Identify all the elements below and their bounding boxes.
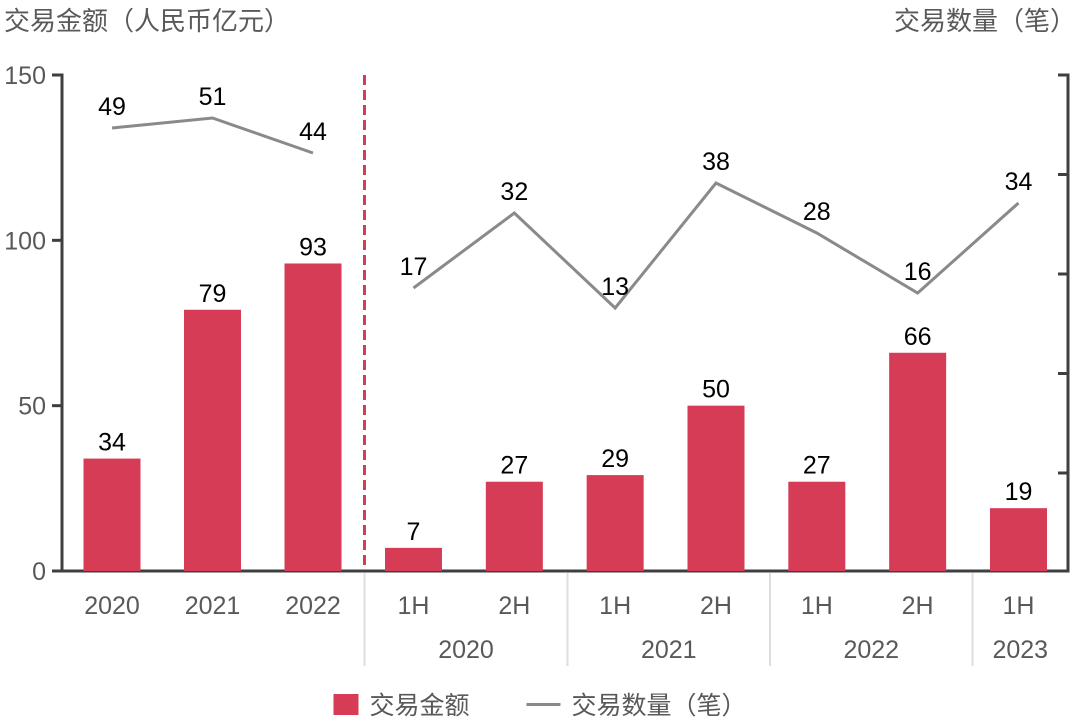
y-axis-left-tick-label: 100	[4, 227, 46, 255]
bar	[687, 405, 745, 571]
x-axis-group-label: 2020	[438, 636, 494, 664]
line-value-label: 16	[904, 258, 932, 286]
count-line	[111, 116, 314, 155]
line-value-label: 28	[803, 198, 831, 226]
y-axis-left-tick-label: 0	[32, 558, 46, 586]
bar-value-label: 27	[500, 452, 528, 480]
bar-legend-swatch	[333, 693, 359, 715]
combo-chart: 150 100 50 0 34 79 93 7 27 29 50 27 66 19 49 51 44 17 32 13…	[4, 62, 1070, 666]
x-axis-label: 2H	[498, 592, 530, 620]
x-axis-label: 1H	[801, 592, 833, 620]
line-legend-label: 交易数量（笔）	[571, 692, 747, 717]
bar-value-label: 29	[601, 445, 629, 473]
bar-value-label: 19	[1005, 478, 1033, 506]
x-axis-group-label: 2021	[641, 636, 697, 664]
bar	[788, 481, 846, 571]
x-axis-group-label: 2023	[992, 636, 1048, 664]
bar	[889, 352, 947, 571]
x-axis-group-label: 2022	[843, 636, 899, 664]
bar-legend-label: 交易金额	[369, 692, 470, 717]
bar	[184, 309, 241, 571]
line-value-label: 32	[500, 178, 528, 206]
x-axis-label: 1H	[1002, 592, 1034, 620]
bar	[586, 475, 644, 571]
bar-value-label: 79	[199, 280, 227, 308]
chart-legend: 交易金额 交易数量（笔）	[333, 686, 747, 717]
line-value-label: 44	[299, 118, 327, 146]
x-axis-label: 2021	[185, 592, 241, 620]
x-axis-label: 1H	[599, 592, 631, 620]
y-axis-left-tick-label: 50	[18, 393, 46, 421]
x-axis-label: 2022	[285, 592, 341, 620]
bar-value-label: 93	[299, 233, 327, 261]
bar	[385, 547, 442, 571]
line-value-label: 51	[199, 83, 227, 111]
line-value-label: 17	[400, 253, 428, 281]
x-axis-label: 2H	[902, 592, 934, 620]
bar-value-label: 7	[407, 518, 421, 546]
x-axis-label: 2H	[700, 592, 732, 620]
line-legend-swatch	[526, 702, 561, 706]
line-value-label: 38	[702, 148, 730, 176]
right-axis-title: 交易数量（笔）	[893, 6, 1076, 36]
bar	[83, 458, 141, 571]
x-axis-label: 2020	[84, 592, 140, 620]
bar-value-label: 27	[803, 452, 831, 480]
bar-value-label: 34	[98, 429, 126, 457]
bar	[284, 263, 342, 571]
left-axis-title: 交易金额（人民币亿元）	[4, 6, 291, 36]
bar-value-label: 50	[702, 376, 730, 404]
line-value-label: 34	[1005, 168, 1033, 196]
bar	[485, 481, 543, 571]
count-line	[412, 181, 1020, 311]
x-axis-label: 1H	[398, 592, 430, 620]
bar-value-label: 66	[904, 323, 932, 351]
y-axis-left-tick-label: 150	[4, 62, 46, 90]
bar	[989, 508, 1047, 571]
line-value-label: 13	[601, 273, 629, 301]
line-value-label: 49	[98, 93, 126, 121]
